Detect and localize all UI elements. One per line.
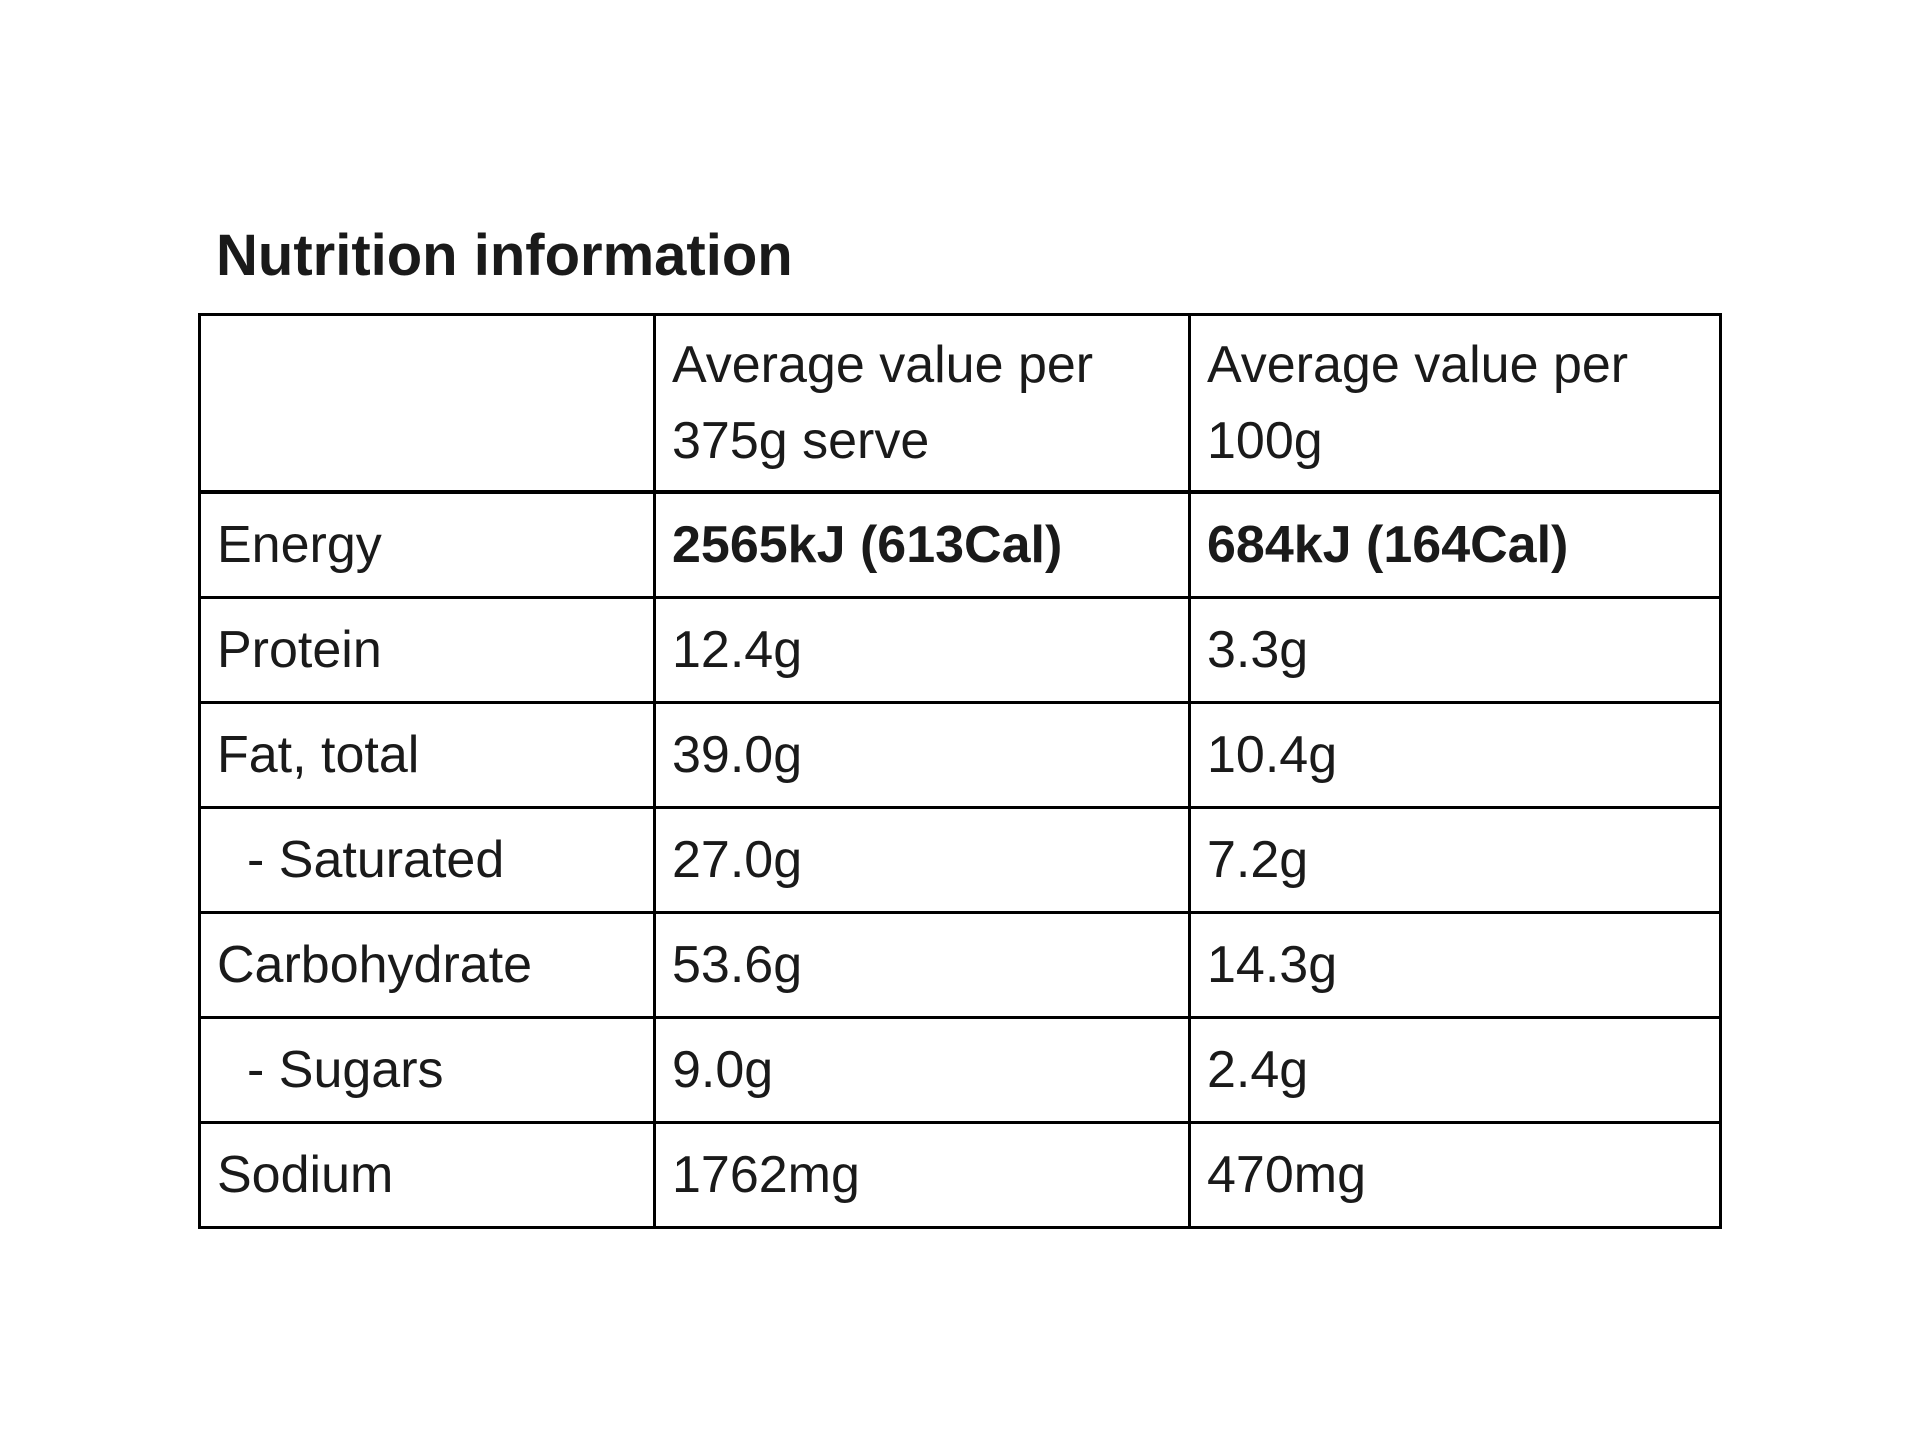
header-cell-blank: [198, 313, 656, 494]
row-value-per-serve: 53.6g: [653, 911, 1191, 1019]
table-row-carbohydrate: Carbohydrate 53.6g 14.3g: [198, 911, 1722, 1019]
row-value-per-serve: 27.0g: [653, 806, 1191, 914]
row-label: Carbohydrate: [198, 911, 656, 1019]
row-label: Energy: [198, 490, 656, 599]
row-value-per-serve: 39.0g: [653, 701, 1191, 809]
row-label: Sodium: [198, 1121, 656, 1229]
row-label: Fat, total: [198, 701, 656, 809]
header-cell-per-100g: Average value per 100g: [1188, 313, 1722, 494]
table-row-sodium: Sodium 1762mg 470mg: [198, 1121, 1722, 1229]
row-value-per-serve: 12.4g: [653, 596, 1191, 704]
row-label: - Saturated: [198, 806, 656, 914]
row-value-per-100g: 2.4g: [1188, 1016, 1722, 1124]
table-row-fat-total: Fat, total 39.0g 10.4g: [198, 701, 1722, 809]
row-value-per-100g: 7.2g: [1188, 806, 1722, 914]
row-value-per-100g: 14.3g: [1188, 911, 1722, 1019]
table-row-energy: Energy 2565kJ (613Cal) 684kJ (164Cal): [198, 490, 1722, 599]
row-value-per-serve: 2565kJ (613Cal): [653, 490, 1191, 599]
row-value-per-100g: 684kJ (164Cal): [1188, 490, 1722, 599]
table-row-protein: Protein 12.4g 3.3g: [198, 596, 1722, 704]
page-title: Nutrition information: [216, 223, 793, 288]
row-value-per-100g: 3.3g: [1188, 596, 1722, 704]
header-cell-per-serve: Average value per 375g serve: [653, 313, 1191, 494]
nutrition-table: Average value per 375g serve Average val…: [198, 313, 1722, 1229]
row-value-per-100g: 10.4g: [1188, 701, 1722, 809]
header-row: Average value per 375g serve Average val…: [198, 313, 1722, 494]
table-row-saturated: - Saturated 27.0g 7.2g: [198, 806, 1722, 914]
table-row-sugars: - Sugars 9.0g 2.4g: [198, 1016, 1722, 1124]
row-value-per-serve: 9.0g: [653, 1016, 1191, 1124]
row-value-per-100g: 470mg: [1188, 1121, 1722, 1229]
row-label: Protein: [198, 596, 656, 704]
row-value-per-serve: 1762mg: [653, 1121, 1191, 1229]
row-label: - Sugars: [198, 1016, 656, 1124]
